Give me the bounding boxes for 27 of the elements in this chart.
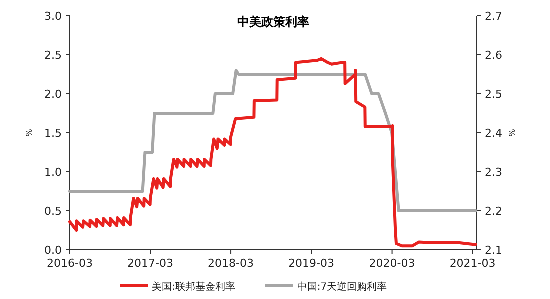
- legend-label: 美国:联邦基金利率: [152, 281, 236, 293]
- legend-label: 中国:7天逆回购利率: [297, 281, 388, 293]
- y2-tick-label: 2.4: [485, 127, 502, 140]
- y2-tick-label: 2.2: [485, 205, 502, 218]
- y-tick-label: 1.5: [44, 127, 62, 140]
- y-tick-label: 2.0: [44, 88, 62, 101]
- x-tick-label: 2019-03: [288, 257, 335, 270]
- line-series: [68, 69, 478, 212]
- y2-tick-label: 2.3: [485, 166, 502, 179]
- y-tick-label: 1.0: [44, 166, 62, 179]
- y-axis-title: %: [25, 128, 34, 137]
- y2-tick-label: 2.1: [485, 244, 502, 257]
- y2-tick-label: 2.6: [485, 49, 502, 62]
- chart-title: 中美政策利率: [238, 15, 310, 29]
- y2-tick-label: 2.7: [485, 10, 502, 23]
- line-series: [68, 57, 478, 248]
- y2-tick-label: 2.5: [485, 88, 502, 101]
- y-tick-label: 0.5: [44, 205, 62, 218]
- x-tick-label: 2017-03: [128, 257, 174, 270]
- x-tick-label: 2016-03: [47, 257, 93, 270]
- x-tick-label: 2021-03: [450, 257, 496, 270]
- y2-axis-title: %: [508, 128, 517, 137]
- y-tick-label: 3.0: [44, 10, 62, 23]
- y-tick-label: 2.5: [44, 49, 62, 62]
- y-tick-label: 0.0: [44, 244, 62, 257]
- x-tick-label: 2020-03: [369, 257, 416, 270]
- x-tick-label: 2018-03: [208, 257, 254, 270]
